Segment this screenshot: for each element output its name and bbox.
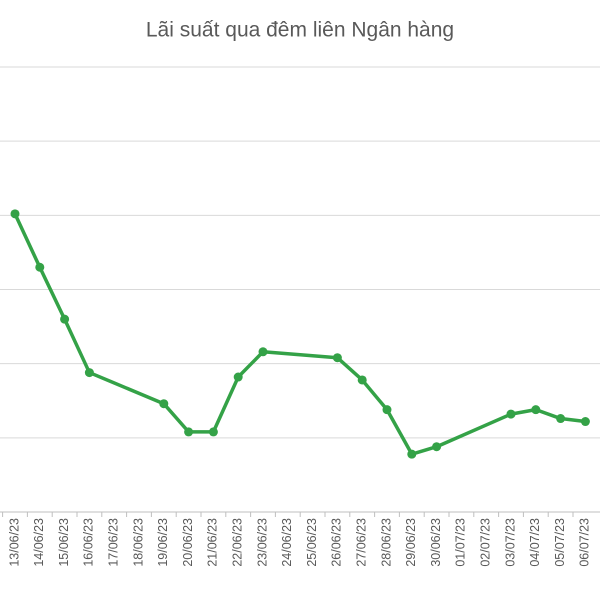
x-tick-label: 03/07/23 <box>503 518 517 567</box>
x-tick-label: 02/07/23 <box>478 518 492 567</box>
x-tick-label: 28/06/23 <box>379 518 393 567</box>
point <box>556 414 566 424</box>
x-tick-label: 01/07/23 <box>454 518 468 567</box>
x-tick-label: 24/06/23 <box>280 518 294 567</box>
point <box>60 314 70 324</box>
point <box>184 427 194 437</box>
point <box>506 409 516 419</box>
point <box>407 449 417 459</box>
point <box>332 353 342 363</box>
point <box>357 375 367 385</box>
x-tick-label: 17/06/23 <box>106 518 120 567</box>
chart-title: Lãi suất qua đêm liên Ngân hàng <box>146 19 454 42</box>
point <box>35 262 45 272</box>
point <box>208 427 218 437</box>
x-tick-label: 05/07/23 <box>553 518 567 567</box>
x-tick-label: 14/06/23 <box>32 518 46 567</box>
point <box>233 372 243 382</box>
x-tick-label: 15/06/23 <box>57 518 71 567</box>
point <box>432 442 442 452</box>
x-tick-label: 06/07/23 <box>578 518 592 567</box>
point <box>10 209 20 219</box>
x-tick-label: 19/06/23 <box>156 518 170 567</box>
point <box>580 417 590 427</box>
point <box>258 347 268 357</box>
x-tick-label: 27/06/23 <box>354 518 368 567</box>
x-tick-label: 25/06/23 <box>305 518 319 567</box>
point <box>382 405 392 415</box>
x-tick-label: 04/07/23 <box>528 518 542 567</box>
x-tick-label: 16/06/23 <box>82 518 96 567</box>
x-tick-label: 23/06/23 <box>255 518 269 567</box>
point <box>159 399 169 409</box>
x-tick-label: 26/06/23 <box>330 518 344 567</box>
point <box>84 368 94 378</box>
x-tick-label: 21/06/23 <box>206 518 220 567</box>
x-tick-label: 20/06/23 <box>181 518 195 567</box>
line <box>13 213 586 456</box>
x-tick-label: 22/06/23 <box>230 518 244 567</box>
x-tick-label: 18/06/23 <box>131 518 145 567</box>
x-tick-label: 13/06/23 <box>7 518 21 567</box>
point <box>531 405 541 415</box>
x-tick-label: 30/06/23 <box>429 518 443 567</box>
x-tick-label: 29/06/23 <box>404 518 418 567</box>
